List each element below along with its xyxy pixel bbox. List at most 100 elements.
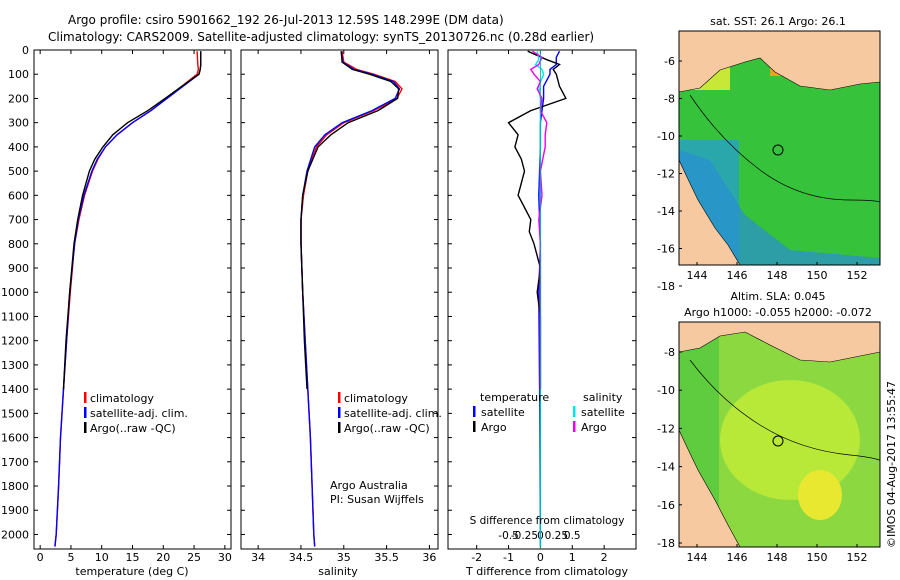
- sst-map-frame: [678, 30, 881, 266]
- x-tick-label: 20: [156, 551, 170, 564]
- salinity-axes: [240, 49, 439, 550]
- temperature-xlabel: temperature (deg C): [75, 565, 188, 578]
- sst-land-png: [679, 31, 880, 93]
- depth-tick-label: 1900: [1, 504, 29, 517]
- difference-xlabel: T difference from climatology: [465, 565, 628, 578]
- series-line-climatology: [54, 51, 200, 547]
- s-diff-tick-label: 0.25: [545, 530, 568, 542]
- temperature-axes: [33, 49, 232, 550]
- s-diff-tick-label: 0.5: [564, 530, 581, 542]
- x-tick-label: -2: [471, 551, 482, 564]
- depth-tick-label: 1300: [1, 359, 29, 372]
- depth-tick-label: 700: [8, 214, 29, 227]
- difference-x-ticks: -2 -1 0 1 2-0.5-0.25 0 0.250.5: [471, 50, 608, 564]
- depth-tick-label: 1800: [1, 480, 29, 493]
- legend-t-argo-swatch: [473, 421, 476, 432]
- map-x-label: 150: [807, 269, 828, 282]
- depth-tick-label: 200: [8, 92, 29, 105]
- x-tick-label: 25: [187, 551, 201, 564]
- depth-tick-label: 800: [8, 238, 29, 251]
- sla-map-frame: [678, 321, 881, 548]
- depth-tick-label: 1500: [1, 407, 29, 420]
- x-tick-label: 35.5: [374, 551, 399, 564]
- x-tick-label: 0: [537, 551, 544, 564]
- x-tick-label: 34: [251, 551, 265, 564]
- series-line-argo-raw-qc-: [300, 51, 400, 390]
- legend-climatology: climatology: [344, 392, 408, 405]
- legend-t-satellite-swatch: [473, 406, 476, 417]
- legend-satellite-swatch: [84, 407, 87, 418]
- map-y-label: -8: [664, 346, 675, 359]
- temperature-legend: climatology satellite-adj. clim. Argo(..…: [84, 392, 188, 435]
- map-y-label: -18: [657, 280, 675, 293]
- x-tick-label: 10: [95, 551, 109, 564]
- temperature-lines: [54, 51, 202, 547]
- sst-contour: [689, 94, 880, 210]
- imos-credit: ©IMOS 04-Aug-2017 13:55:47: [885, 381, 898, 548]
- legend-argo-swatch: [338, 422, 341, 433]
- sst-land-australia: [679, 159, 741, 265]
- depth-tick-label: 2000: [1, 528, 29, 541]
- map-x-label: 144: [687, 551, 708, 564]
- x-tick-label: 5: [67, 551, 74, 564]
- salinity-difference-label: S difference from climatology: [470, 515, 625, 527]
- map-y-label: -10: [657, 130, 675, 143]
- depth-tick-label: 600: [8, 189, 29, 202]
- map-x-label: 148: [767, 269, 788, 282]
- series-line-t-argo: [507, 50, 567, 390]
- difference-axes: [447, 49, 637, 550]
- map-y-label: -14: [657, 205, 675, 218]
- sla-contour: [689, 359, 880, 470]
- map-y-label: -12: [657, 168, 675, 181]
- sla-map-ticks: 144 146 148 150 152 -8 -10 -12 -14 -16 -18: [657, 346, 867, 564]
- sla-land-png: [679, 322, 880, 363]
- map-x-label: 150: [807, 551, 828, 564]
- legend-argo: Argo(..raw -QC): [90, 422, 176, 435]
- depth-tick-label: 400: [8, 141, 29, 154]
- series-line-satellite-adj-clim-: [54, 51, 202, 547]
- map-y-label: -16: [657, 243, 675, 256]
- difference-legend: temperature salinity satellite Argo sate…: [473, 391, 625, 434]
- x-tick-label: 15: [126, 551, 140, 564]
- x-tick-label: 34.5: [289, 551, 314, 564]
- legend-s-argo: Argo: [581, 421, 607, 434]
- sla-float-marker: [772, 435, 784, 447]
- sla-land-australia: [679, 429, 741, 547]
- legend-s-satellite-swatch: [573, 406, 576, 417]
- sla-map: [679, 322, 880, 547]
- map-y-label: -8: [664, 93, 675, 106]
- legend-temperature-title: temperature: [480, 391, 549, 404]
- map-y-label: -12: [657, 422, 675, 435]
- sst-deep-cool: [679, 150, 880, 265]
- title-line-1: Argo profile: csiro 5901662_192 26-Jul-2…: [68, 13, 504, 27]
- salinity-x-ticks: 34 34.5 35 35.5 36: [251, 50, 436, 564]
- title-line-2: Climatology: CARS2009. Satellite-adjuste…: [48, 30, 594, 44]
- legend-argo: Argo(..raw -QC): [344, 422, 430, 435]
- depth-tick-label: 1700: [1, 456, 29, 469]
- depth-tick-label: 1200: [1, 335, 29, 348]
- map-x-label: 146: [727, 269, 748, 282]
- legend-argo-swatch: [84, 422, 87, 433]
- depth-tick-label: 100: [8, 68, 29, 81]
- legend-climatology: climatology: [90, 392, 154, 405]
- legend-satellite: satellite-adj. clim.: [90, 407, 188, 420]
- series-line-climatology: [300, 51, 403, 547]
- legend-satellite-swatch: [338, 407, 341, 418]
- depth-tick-label: 900: [8, 262, 29, 275]
- x-tick-label: 1: [569, 551, 576, 564]
- series-line-t-satellite: [538, 50, 561, 547]
- map-y-label: -6: [664, 55, 675, 68]
- legend-s-argo-swatch: [573, 421, 576, 432]
- s-diff-tick-label: -0.25: [511, 530, 538, 542]
- legend-climatology-swatch: [84, 392, 87, 403]
- map-x-label: 152: [847, 269, 868, 282]
- sla-map-title-1: Altim. SLA: 0.045: [730, 290, 825, 303]
- salinity-xlabel: salinity: [318, 565, 358, 578]
- depth-tick-label: 1600: [1, 432, 29, 445]
- map-x-label: 148: [767, 551, 788, 564]
- map-x-label: 152: [847, 551, 868, 564]
- map-y-label: -14: [657, 461, 675, 474]
- map-x-label: 146: [727, 551, 748, 564]
- x-tick-label: 36: [422, 551, 436, 564]
